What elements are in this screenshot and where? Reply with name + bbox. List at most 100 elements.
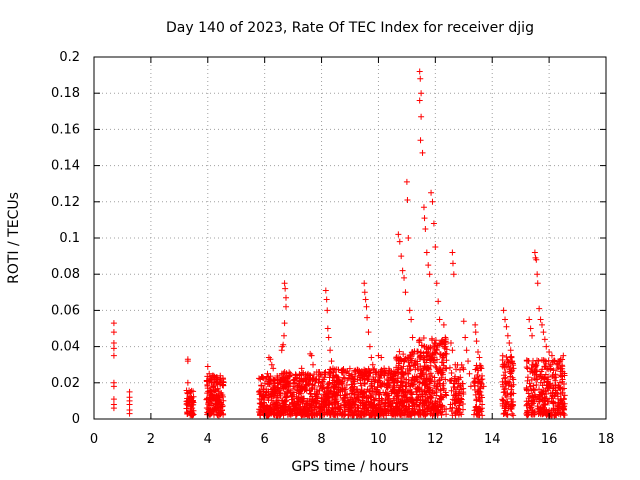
data-point [504, 411, 511, 418]
data-point [327, 347, 334, 354]
data-point [500, 307, 507, 314]
data-point [411, 350, 417, 357]
data-point [267, 356, 274, 363]
data-point [477, 365, 484, 372]
data-point [341, 411, 348, 418]
data-point [431, 403, 438, 410]
data-point [539, 411, 546, 418]
data-point [499, 396, 506, 403]
data-point [462, 334, 469, 341]
data-point [309, 398, 316, 405]
data-point [403, 178, 410, 185]
data-point [549, 371, 556, 378]
data-point [417, 370, 424, 377]
data-point [427, 362, 434, 369]
data-point [287, 370, 294, 377]
data-point [554, 390, 561, 397]
data-point [417, 363, 424, 370]
data-point [361, 405, 368, 412]
data-point [184, 358, 191, 365]
data-point [550, 406, 557, 413]
data-point [387, 398, 394, 405]
data-point [523, 401, 530, 408]
data-point [332, 392, 339, 399]
data-point [355, 370, 362, 377]
data-point [560, 352, 567, 359]
data-point [426, 271, 433, 278]
data-point [470, 379, 477, 386]
data-point [534, 280, 541, 287]
data-point [463, 347, 470, 354]
data-point [506, 339, 513, 346]
data-point [419, 149, 426, 156]
chart-title: Day 140 of 2023, Rate Of TEC Index for r… [166, 20, 534, 36]
data-point [448, 376, 455, 383]
data-point [409, 374, 416, 381]
data-point [553, 374, 560, 381]
data-point [306, 404, 313, 411]
data-point [442, 376, 449, 383]
data-point [432, 244, 439, 251]
data-point [371, 397, 378, 404]
data-point [556, 379, 563, 386]
data-point [540, 357, 547, 364]
data-point [265, 388, 272, 395]
data-point [529, 411, 536, 418]
data-point [541, 400, 548, 407]
data-point [423, 349, 430, 356]
data-point [368, 378, 375, 385]
data-point [214, 386, 221, 393]
y-tick-label: 0.02 [51, 376, 80, 391]
data-point [542, 395, 549, 402]
data-point [204, 385, 211, 392]
data-point [542, 409, 549, 416]
data-point [334, 404, 341, 411]
data-point [282, 285, 289, 292]
data-point [406, 307, 413, 314]
data-point [324, 325, 331, 332]
data-point [289, 408, 296, 415]
data-point [399, 378, 406, 385]
data-point [388, 369, 395, 376]
data-point [377, 382, 384, 389]
data-point [417, 137, 424, 144]
data-point [187, 408, 194, 415]
data-point [341, 392, 348, 399]
data-point [437, 404, 444, 411]
data-point [410, 397, 417, 404]
data-point [385, 408, 392, 415]
data-point [366, 369, 373, 376]
data-point [447, 377, 454, 384]
data-point [331, 410, 338, 417]
data-point [420, 406, 427, 413]
data-point [557, 365, 564, 372]
data-point [472, 321, 479, 328]
data-point [214, 376, 221, 383]
data-point [526, 316, 533, 323]
data-point [547, 361, 554, 368]
data-point [306, 380, 313, 387]
data-point [545, 383, 552, 390]
data-point [507, 391, 514, 398]
data-point [539, 321, 545, 328]
data-point [323, 391, 330, 398]
x-tick-label: 2 [147, 432, 155, 447]
data-point [507, 347, 514, 354]
data-point [409, 334, 416, 341]
data-point [524, 409, 531, 416]
data-point [110, 345, 117, 352]
data-point [362, 296, 369, 303]
data-point [423, 359, 430, 366]
data-point [213, 401, 220, 408]
data-point [369, 401, 376, 408]
data-point [533, 381, 540, 388]
data-point [371, 365, 378, 372]
data-point [559, 368, 566, 375]
data-point [342, 411, 349, 418]
data-point [355, 392, 362, 399]
data-point [110, 405, 117, 412]
data-point [427, 380, 434, 387]
data-point [417, 410, 424, 417]
data-point [363, 398, 370, 405]
data-point [323, 296, 330, 303]
